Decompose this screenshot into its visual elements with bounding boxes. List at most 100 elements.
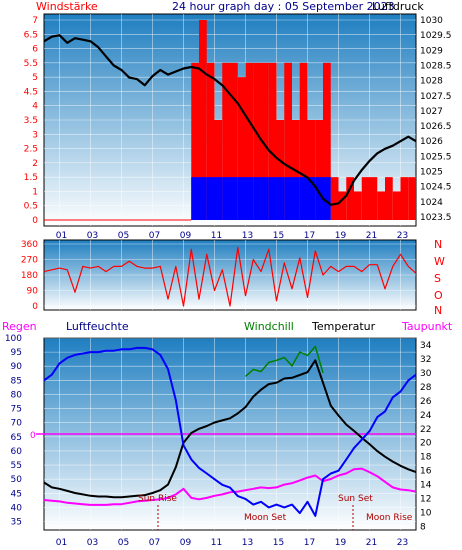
x-tick-bottom-15: 15 (273, 538, 284, 548)
wind-gust-bar-20 (268, 62, 277, 220)
header-right-label: Luftdruck (372, 0, 424, 13)
x-tick-bottom-01: 01 (56, 538, 67, 548)
wind-mean-bar-27 (323, 177, 331, 220)
wind-gust-bar-15 (230, 62, 238, 220)
wind-gust-bar-34 (377, 191, 385, 220)
x-tick-bottom-07: 07 (149, 538, 160, 548)
y-tick-dir-270: 270 (21, 256, 38, 266)
x-tick-top-07: 07 (149, 231, 160, 241)
labels-layer: 0101030305050707090911111313151517171919… (5, 16, 452, 548)
x-tick-top-21: 21 (366, 231, 377, 241)
wind-gust-bar-29 (338, 191, 347, 220)
direction-label-0: N (434, 238, 442, 251)
wind-direction-line (43, 246, 417, 307)
y-tick-pressure-1030: 1030 (420, 16, 443, 26)
y-tick-humidity-55: 55 (11, 461, 22, 471)
wind-gust-bar-27 (323, 62, 331, 220)
y-tick-pressure-1026: 1026 (420, 137, 443, 147)
annotation-sun-rise: Sun Rise (138, 494, 177, 504)
y-tick-humidity-80: 80 (11, 390, 23, 400)
y-tick-wind-7: 7 (32, 16, 38, 26)
wind-mean-bar-11 (199, 177, 207, 220)
direction-label-1: W (434, 255, 445, 268)
wind-mean-bar-18 (253, 177, 261, 220)
wind-gust-bar-31 (354, 191, 362, 220)
humidity-line (43, 346, 417, 517)
x-tick-bottom-11: 11 (211, 538, 222, 548)
wind-mean-bar-24 (299, 177, 308, 220)
wind-gust-bar-12 (206, 62, 215, 220)
annotation-sun-set: Sun Set (338, 494, 373, 504)
wind-gust-bar-36 (392, 191, 401, 220)
legend-windchill: Windchill (244, 320, 294, 333)
wind-gust-bar-11 (199, 20, 207, 220)
y-tick-humidity-50: 50 (11, 475, 23, 485)
wind-mean-bar-16 (237, 177, 246, 220)
annotation-moon-rise: Moon Rise (366, 513, 413, 523)
header-title: 24 hour graph day : 05 September 2023 (172, 0, 395, 13)
wind-gust-bar-13 (214, 120, 223, 220)
y-tick-wind-3.5: 3.5 (24, 116, 38, 126)
rain-zero-label: 0 (30, 431, 36, 441)
wind-gust-bar-18 (253, 62, 261, 220)
wind-gust-bar-24 (299, 62, 308, 220)
y-tick-pressure-1024: 1024 (420, 198, 443, 208)
y-tick-pressure-1026.5: 1026.5 (420, 122, 452, 132)
y-tick-humidity-45: 45 (11, 489, 22, 499)
y-tick-temp-28: 28 (420, 383, 432, 393)
x-tick-bottom-19: 19 (335, 538, 347, 548)
y-tick-temp-24: 24 (420, 411, 432, 421)
wind-mean-bar-14 (222, 177, 230, 220)
y-tick-wind-0.5: 0.5 (24, 202, 38, 212)
y-tick-wind-2: 2 (32, 159, 38, 169)
pressure-line (43, 34, 417, 206)
wind-gust-bar-37 (400, 177, 409, 220)
y-tick-wind-1.5: 1.5 (24, 173, 38, 183)
y-tick-wind-0: 0 (32, 216, 38, 226)
y-tick-pressure-1023.5: 1023.5 (420, 213, 452, 223)
y-tick-pressure-1024.5: 1024.5 (420, 183, 452, 193)
wind-mean-bar-23 (292, 177, 300, 220)
y-tick-temp-22: 22 (420, 425, 431, 435)
y-tick-humidity-60: 60 (11, 447, 23, 457)
wind-gust-bar-26 (315, 120, 323, 220)
y-tick-humidity-95: 95 (11, 348, 22, 358)
wind-gust-bar-19 (261, 62, 269, 220)
y-tick-dir-90: 90 (27, 287, 39, 297)
y-tick-temp-14: 14 (420, 481, 432, 491)
y-tick-temp-12: 12 (420, 495, 431, 505)
y-tick-wind-3: 3 (32, 130, 38, 140)
wind-mean-bar-25 (307, 177, 316, 220)
y-tick-pressure-1028: 1028 (420, 77, 443, 87)
x-tick-bottom-05: 05 (118, 538, 129, 548)
annotation-moon-set: Moon Set (244, 513, 287, 523)
x-tick-bottom-13: 13 (242, 538, 253, 548)
wind-mean-bar-10 (191, 177, 199, 220)
wind-mean-bar-21 (276, 177, 285, 220)
y-tick-pressure-1025: 1025 (420, 167, 443, 177)
y-tick-wind-4.5: 4.5 (24, 87, 38, 97)
y-tick-wind-5.5: 5.5 (24, 59, 38, 69)
wind-mean-bar-13 (214, 177, 223, 220)
x-tick-top-15: 15 (273, 231, 284, 241)
direction-label-2: S (434, 272, 441, 285)
x-tick-top-19: 19 (335, 231, 347, 241)
y-tick-temp-10: 10 (420, 509, 432, 519)
y-tick-wind-6.5: 6.5 (24, 30, 38, 40)
temperature-line (43, 359, 417, 499)
y-tick-pressure-1025.5: 1025.5 (420, 152, 452, 162)
wind-gust-bar-35 (385, 177, 393, 220)
x-tick-bottom-03: 03 (87, 538, 98, 548)
legend-temperatur: Temperatur (311, 320, 376, 333)
wind-mean-bar-22 (284, 177, 292, 220)
x-tick-top-09: 09 (180, 231, 192, 241)
y-tick-humidity-65: 65 (11, 433, 22, 443)
y-tick-humidity-40: 40 (11, 503, 23, 513)
wind-mean-bar-20 (268, 177, 277, 220)
y-tick-pressure-1029.5: 1029.5 (420, 31, 452, 41)
y-tick-temp-16: 16 (420, 467, 432, 477)
wind-gust-bar-30 (346, 177, 354, 220)
legend-luftfeuchte: Luftfeuchte (66, 320, 129, 333)
wind-gust-bar-22 (284, 62, 292, 220)
